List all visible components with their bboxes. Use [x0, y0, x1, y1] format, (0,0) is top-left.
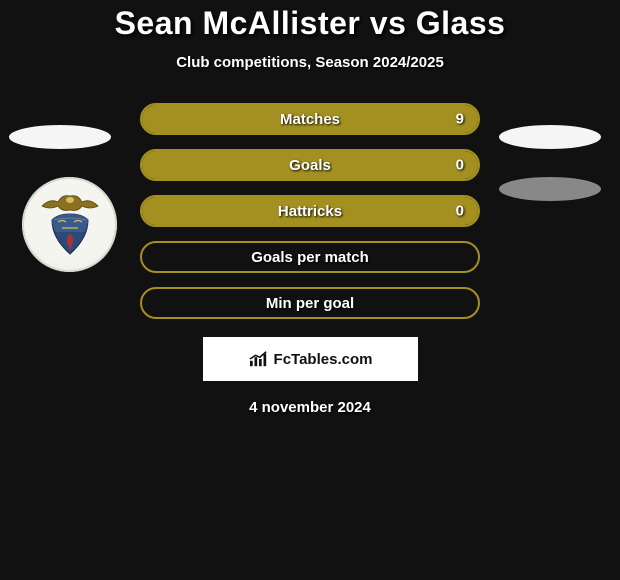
- stat-value-right: 9: [456, 111, 464, 128]
- stat-row: Goals 0: [140, 149, 480, 181]
- stat-label: Matches: [280, 111, 340, 128]
- player-placeholder-right-2: [499, 177, 601, 201]
- chart-icon: [248, 350, 270, 368]
- club-badge: [22, 177, 117, 272]
- stat-row: Goals per match: [140, 241, 480, 273]
- shield-icon: [48, 212, 92, 256]
- stat-label: Goals: [289, 157, 331, 174]
- page-subtitle: Club competitions, Season 2024/2025: [176, 54, 444, 71]
- player-placeholder-right-1: [499, 125, 601, 149]
- stat-row: Hattricks 0: [140, 195, 480, 227]
- stat-row: Matches 9: [140, 103, 480, 135]
- footer-brand: FcTables.com: [248, 350, 373, 368]
- stat-label: Goals per match: [251, 249, 369, 266]
- stat-value-right: 0: [456, 157, 464, 174]
- stat-row: Min per goal: [140, 287, 480, 319]
- footer-brand-text: FcTables.com: [274, 351, 373, 368]
- stat-value-right: 0: [456, 203, 464, 220]
- stat-label: Min per goal: [266, 295, 354, 312]
- player-placeholder-left: [9, 125, 111, 149]
- footer-brand-box[interactable]: FcTables.com: [203, 337, 418, 381]
- date-text: 4 november 2024: [249, 399, 371, 416]
- stat-label: Hattricks: [278, 203, 342, 220]
- page-title: Sean McAllister vs Glass: [115, 5, 506, 42]
